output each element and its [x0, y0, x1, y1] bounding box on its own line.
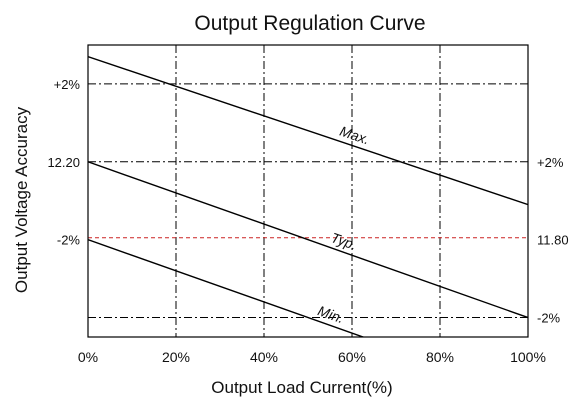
x-tick-label: 60% — [338, 349, 366, 365]
y-axis-title: Output Voltage Accuracy — [12, 106, 31, 293]
series-line — [88, 161, 528, 319]
right-axis-label: 11.80 — [537, 233, 569, 248]
right-axis-label: +2% — [537, 155, 564, 170]
left-axis-label: 12.20 — [47, 155, 80, 170]
series-line — [88, 56, 528, 206]
x-axis-title: Output Load Current(%) — [211, 378, 392, 397]
x-tick-label: 100% — [510, 349, 546, 365]
right-axis-label: -2% — [537, 311, 561, 326]
series-label: Max. — [338, 123, 372, 148]
x-tick-label: 40% — [250, 349, 278, 365]
chart-title: Output Regulation Curve — [194, 12, 425, 35]
x-tick-label: 80% — [426, 349, 454, 365]
left-axis-label: +2% — [54, 77, 81, 92]
series-line — [88, 239, 366, 337]
plot-area: Max. Typ. Min. 0% 20% 40% 60% 80% 100% +2% 12.20 -2… — [47, 44, 569, 365]
series-label: Typ. — [329, 229, 359, 253]
plot-frame — [87, 44, 529, 338]
x-tick-label: 20% — [162, 349, 190, 365]
series-label: Min. — [316, 302, 346, 326]
left-axis-label: -2% — [57, 233, 81, 248]
x-tick-label: 0% — [78, 349, 98, 365]
